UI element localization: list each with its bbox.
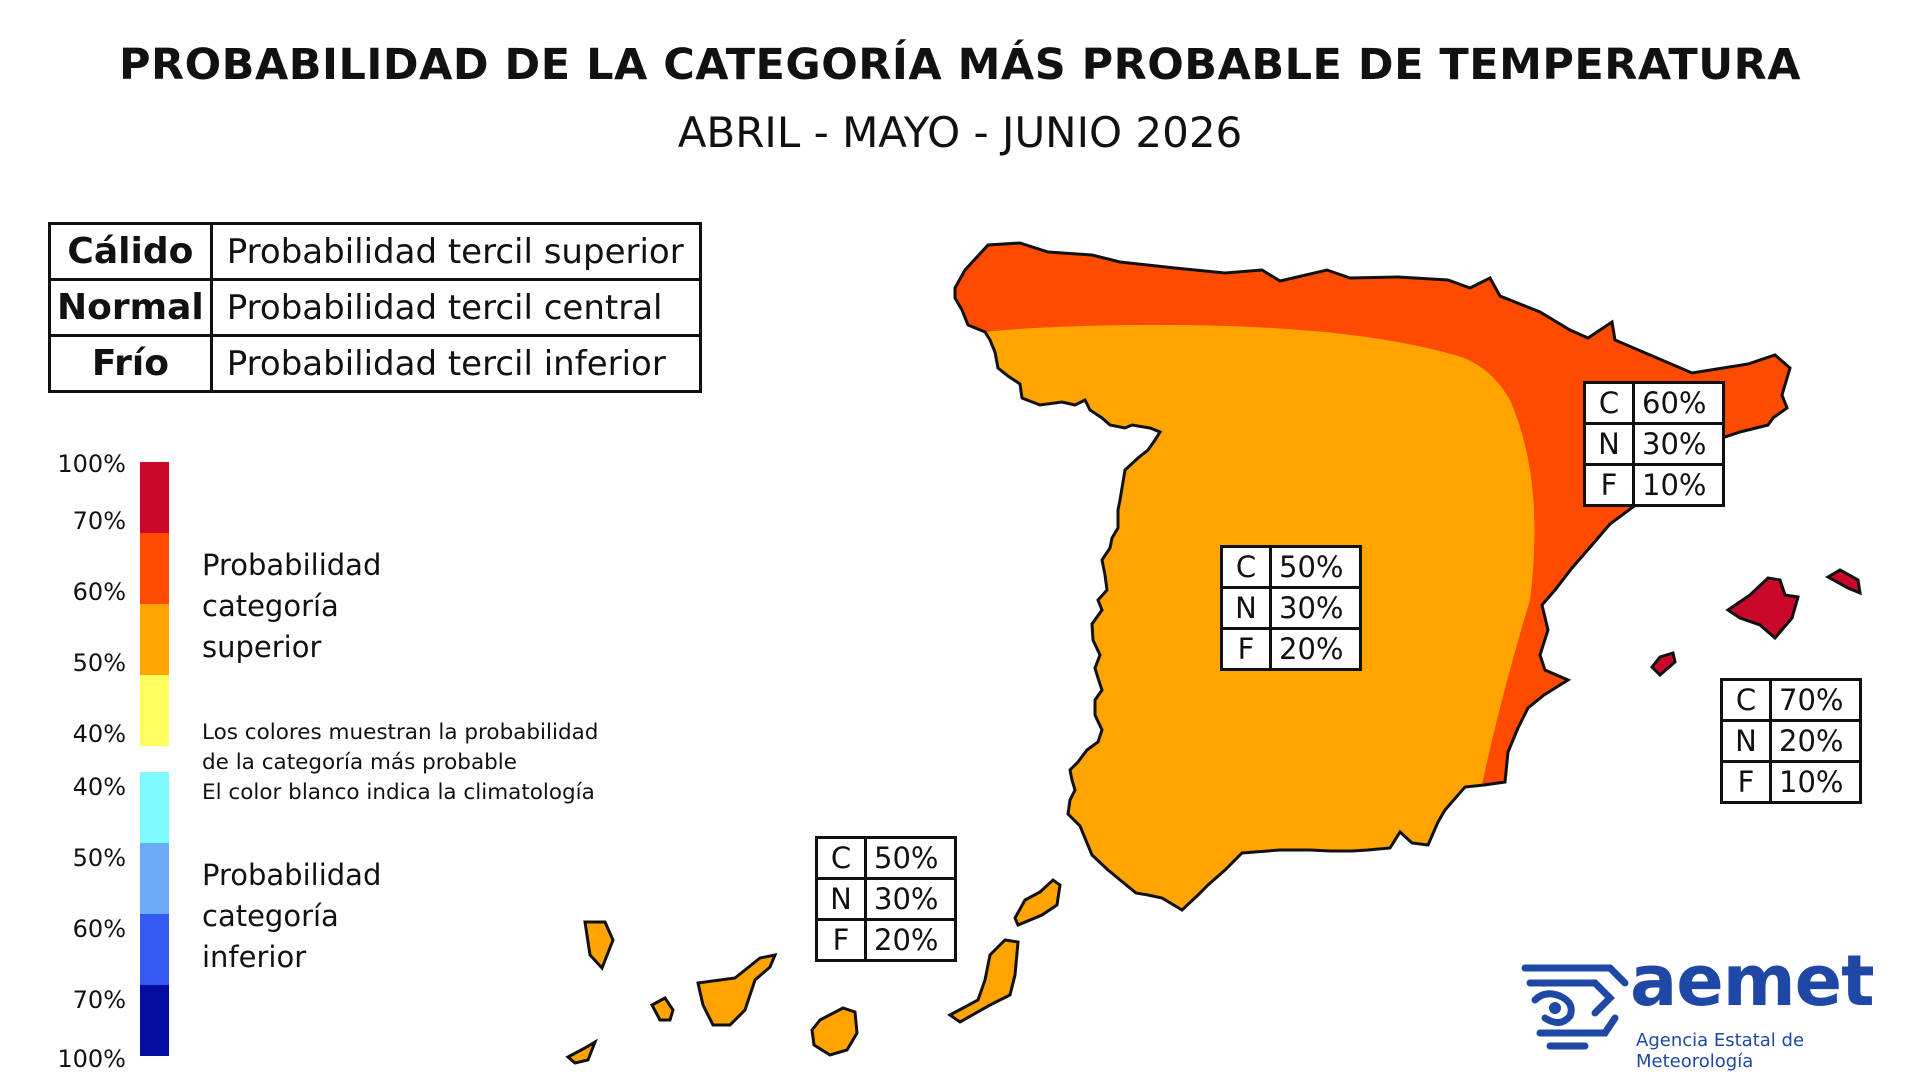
category-description: Probabilidad tercil superior <box>209 222 702 281</box>
prob-key: N <box>815 877 867 921</box>
category-row-calido: Cálido Probabilidad tercil superior <box>48 222 702 281</box>
prob-value: 10% <box>1769 760 1862 804</box>
prob-row: C 50% <box>815 836 957 880</box>
prob-row: F 20% <box>815 918 957 962</box>
island-ibiza <box>1649 651 1677 678</box>
scale-swatch-lower-40 <box>140 772 169 843</box>
category-description: Probabilidad tercil central <box>209 278 702 337</box>
prob-key: F <box>1583 463 1635 507</box>
prob-value: 70% <box>1769 678 1862 722</box>
scale-label: 100% <box>57 450 126 478</box>
region-prob-box-noreste: C 60% N 30% F 10% <box>1583 381 1725 507</box>
prob-value: 30% <box>1269 586 1362 630</box>
scale-label: 40% <box>72 720 126 748</box>
scale-label: 50% <box>72 649 126 677</box>
legend-upper-line: categoría <box>202 589 339 623</box>
region-prob-box-baleares: C 70% N 20% F 10% <box>1720 678 1862 804</box>
scale-label: 100% <box>57 1045 126 1073</box>
category-name: Cálido <box>48 222 213 281</box>
prob-row: F 20% <box>1220 627 1362 671</box>
scale-swatch-upper-100 <box>140 462 169 533</box>
scale-swatch-upper-50 <box>140 675 169 746</box>
prob-row: C 60% <box>1583 381 1725 425</box>
legend-note: Los colores muestran la probabilidad de … <box>202 718 598 808</box>
aemet-logo-wordmark: aemet <box>1630 940 1875 1022</box>
category-row-normal: Normal Probabilidad tercil central <box>48 278 702 337</box>
prob-key: C <box>1583 381 1635 425</box>
prob-row: F 10% <box>1583 463 1725 507</box>
region-prob-box-peninsula: C 50% N 30% F 20% <box>1220 545 1362 671</box>
prob-key: N <box>1720 719 1772 763</box>
scale-label: 60% <box>72 915 126 943</box>
prob-row: C 50% <box>1220 545 1362 589</box>
prob-value: 50% <box>1269 545 1362 589</box>
prob-row: C 70% <box>1720 678 1862 722</box>
scale-label: 60% <box>72 578 126 606</box>
legend-lower-line: inferior <box>202 940 307 974</box>
legend-upper-heading: Probabilidad categoría superior <box>202 545 381 668</box>
peninsula-region-interior <box>955 243 1790 910</box>
prob-key: C <box>1720 678 1772 722</box>
scale-swatch-lower-60 <box>140 914 169 985</box>
prob-key: F <box>1720 760 1772 804</box>
prob-value: 20% <box>1269 627 1362 671</box>
legend-note-line: El color blanco indica la climatología <box>202 780 595 805</box>
prob-key: C <box>815 836 867 880</box>
island-la-palma <box>583 920 615 971</box>
map-title: PROBABILIDAD DE LA CATEGORÍA MÁS PROBABL… <box>118 40 1801 90</box>
category-name: Frío <box>48 334 213 393</box>
scale-swatch-upper-60 <box>140 604 169 675</box>
legend-lower-heading: Probabilidad categoría inferior <box>202 855 381 978</box>
categories-table: Cálido Probabilidad tercil superior Norm… <box>48 222 702 393</box>
island-fuerteventura <box>947 938 1020 1024</box>
legend-note-line: Los colores muestran la probabilidad <box>202 720 599 745</box>
prob-row: N 20% <box>1720 719 1862 763</box>
legend-lower-line: Probabilidad <box>202 858 382 892</box>
island-el-hierro <box>565 1038 598 1065</box>
prob-row: N 30% <box>1220 586 1362 630</box>
scale-label: 70% <box>72 507 126 535</box>
category-description: Probabilidad tercil inferior <box>209 334 702 393</box>
legend-note-line: de la categoría más probable <box>202 750 517 775</box>
scale-label: 70% <box>72 986 126 1014</box>
scale-swatch-lower-70 <box>140 985 169 1056</box>
island-lanzarote <box>1013 878 1062 927</box>
legend-upper-line: superior <box>202 630 322 664</box>
aemet-logo-icon <box>1521 964 1629 1050</box>
aemet-logo-tagline: Agencia Estatal de Meteorología <box>1636 1030 1805 1072</box>
island-mallorca <box>1725 576 1800 641</box>
prob-key: F <box>815 918 867 962</box>
prob-key: C <box>1220 545 1272 589</box>
prob-value: 60% <box>1632 381 1725 425</box>
island-gran-canaria <box>810 1006 859 1057</box>
prob-value: 10% <box>1632 463 1725 507</box>
prob-row: N 30% <box>815 877 957 921</box>
category-name: Normal <box>48 278 213 337</box>
prob-key: F <box>1220 627 1272 671</box>
category-row-frio: Frío Probabilidad tercil inferior <box>48 334 702 393</box>
island-menorca <box>1824 568 1862 596</box>
prob-value: 30% <box>864 877 957 921</box>
prob-key: N <box>1583 422 1635 466</box>
prob-value: 20% <box>1769 719 1862 763</box>
island-tenerife <box>696 952 778 1027</box>
legend-lower-line: categoría <box>202 899 339 933</box>
scale-swatch-upper-70 <box>140 533 169 604</box>
scale-label: 40% <box>72 773 126 801</box>
scale-label: 50% <box>72 844 126 872</box>
prob-row: F 10% <box>1720 760 1862 804</box>
scale-swatch-lower-50 <box>140 843 169 914</box>
prob-value: 50% <box>864 836 957 880</box>
island-la-gomera <box>649 996 675 1022</box>
prob-row: N 30% <box>1583 422 1725 466</box>
map-subtitle: ABRIL - MAYO - JUNIO 2026 <box>677 108 1243 157</box>
peninsula-outline <box>953 241 1792 912</box>
prob-key: N <box>1220 586 1272 630</box>
legend-upper-line: Probabilidad <box>202 548 382 582</box>
prob-value: 20% <box>864 918 957 962</box>
region-prob-box-canarias: C 50% N 30% F 20% <box>815 836 957 962</box>
prob-value: 30% <box>1632 422 1725 466</box>
